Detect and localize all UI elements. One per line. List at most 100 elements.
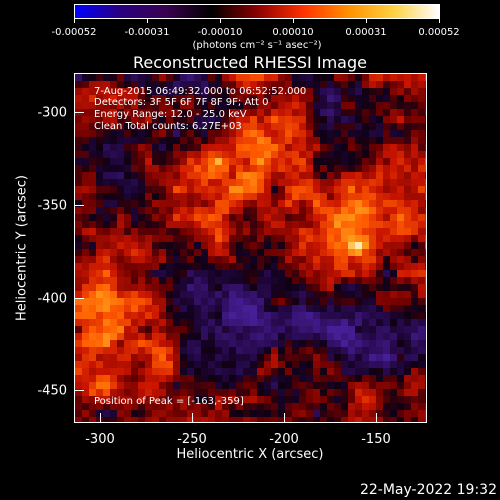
image-pixel <box>166 172 173 179</box>
image-pixel <box>75 305 82 312</box>
image-pixel <box>166 305 173 312</box>
image-pixel <box>194 242 201 249</box>
image-pixel <box>222 137 229 144</box>
image-pixel <box>159 249 166 256</box>
image-pixel <box>166 193 173 200</box>
image-pixel <box>145 298 152 305</box>
image-pixel <box>208 410 215 417</box>
image-pixel <box>89 207 96 214</box>
image-pixel <box>124 312 131 319</box>
x-tick-label: -250 <box>177 432 207 447</box>
image-pixel <box>404 368 411 375</box>
image-pixel <box>425 130 426 137</box>
image-pixel <box>159 375 166 382</box>
image-pixel <box>222 123 229 130</box>
image-pixel <box>271 305 278 312</box>
image-pixel <box>278 291 285 298</box>
image-pixel <box>334 312 341 319</box>
image-pixel <box>243 130 250 137</box>
image-pixel <box>117 340 124 347</box>
image-pixel <box>348 347 355 354</box>
image-pixel <box>103 214 110 221</box>
image-pixel <box>89 242 96 249</box>
image-pixel <box>264 193 271 200</box>
image-pixel <box>285 81 292 88</box>
image-pixel <box>96 263 103 270</box>
image-pixel <box>299 410 306 417</box>
image-pixel <box>313 326 320 333</box>
image-pixel <box>390 368 397 375</box>
image-pixel <box>166 284 173 291</box>
image-pixel <box>355 193 362 200</box>
image-pixel <box>173 144 180 151</box>
image-pixel <box>418 165 425 172</box>
image-pixel <box>334 368 341 375</box>
image-pixel <box>194 277 201 284</box>
image-pixel <box>243 284 250 291</box>
colorbar-tick-label: -0.00031 <box>124 27 170 38</box>
image-pixel <box>425 326 426 333</box>
image-pixel <box>180 228 187 235</box>
image-pixel <box>320 298 327 305</box>
image-pixel <box>166 277 173 284</box>
image-pixel <box>362 298 369 305</box>
image-pixel <box>425 158 426 165</box>
image-pixel <box>82 270 89 277</box>
image-pixel <box>110 270 117 277</box>
image-pixel <box>159 81 166 88</box>
image-pixel <box>180 158 187 165</box>
image-pixel <box>369 256 376 263</box>
image-pixel <box>341 81 348 88</box>
image-pixel <box>348 137 355 144</box>
image-pixel <box>187 340 194 347</box>
image-pixel <box>257 193 264 200</box>
image-pixel <box>376 270 383 277</box>
image-pixel <box>222 298 229 305</box>
image-pixel <box>376 179 383 186</box>
image-pixel <box>376 277 383 284</box>
image-pixel <box>152 228 159 235</box>
image-pixel <box>166 396 173 403</box>
image-pixel <box>75 81 82 88</box>
image-pixel <box>285 137 292 144</box>
image-pixel <box>355 158 362 165</box>
image-pixel <box>257 326 264 333</box>
image-pixel <box>376 354 383 361</box>
image-pixel <box>208 221 215 228</box>
image-pixel <box>152 249 159 256</box>
image-pixel <box>327 88 334 95</box>
image-pixel <box>166 375 173 382</box>
image-pixel <box>341 207 348 214</box>
image-pixel <box>131 277 138 284</box>
image-pixel <box>348 396 355 403</box>
image-pixel <box>376 109 383 116</box>
image-pixel <box>383 270 390 277</box>
image-pixel <box>250 221 257 228</box>
image-pixel <box>75 291 82 298</box>
image-pixel <box>264 354 271 361</box>
image-pixel <box>180 172 187 179</box>
image-pixel <box>369 123 376 130</box>
image-pixel <box>404 179 411 186</box>
image-pixel <box>404 361 411 368</box>
image-pixel <box>89 291 96 298</box>
image-pixel <box>117 305 124 312</box>
image-pixel <box>271 81 278 88</box>
image-pixel <box>187 319 194 326</box>
image-pixel <box>425 389 426 396</box>
image-pixel <box>89 354 96 361</box>
image-pixel <box>243 375 250 382</box>
image-pixel <box>152 382 159 389</box>
image-pixel <box>236 123 243 130</box>
image-pixel <box>201 389 208 396</box>
image-pixel <box>103 326 110 333</box>
image-pixel <box>208 74 215 81</box>
image-pixel <box>194 137 201 144</box>
image-pixel <box>362 88 369 95</box>
image-pixel <box>236 333 243 340</box>
image-pixel <box>187 221 194 228</box>
image-pixel <box>355 235 362 242</box>
image-pixel <box>355 340 362 347</box>
image-pixel <box>159 403 166 410</box>
image-pixel <box>313 298 320 305</box>
